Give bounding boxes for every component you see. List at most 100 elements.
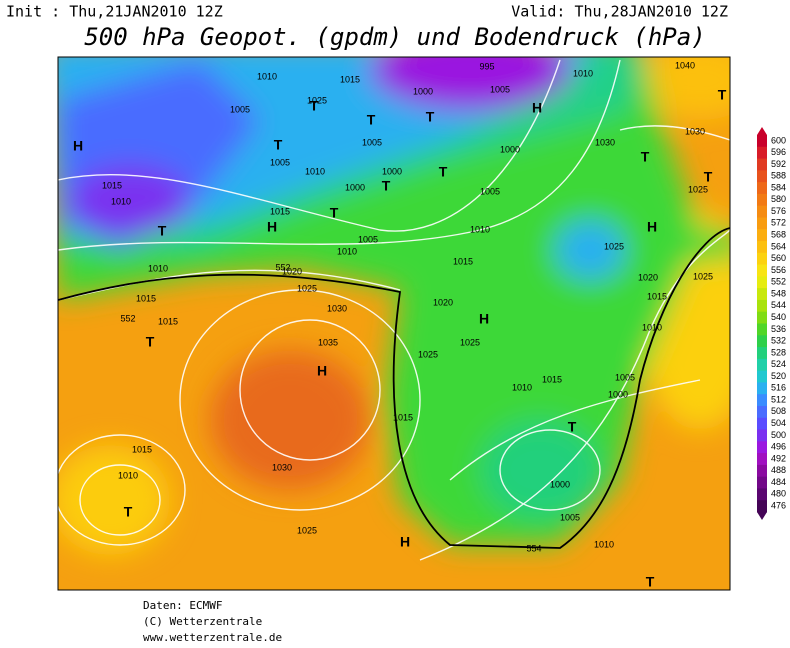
isobar-label: 1025 [297, 525, 317, 535]
isobar-label: 1025 [307, 95, 327, 105]
map-title: 500 hPa Geopot. (gpdm) und Bodendruck (h… [84, 23, 705, 51]
isobar-label: 1015 [340, 74, 360, 84]
isobar-label: 1005 [270, 157, 290, 167]
isobar-label: 1020 [638, 272, 658, 282]
footer-line: (C) Wetterzentrale [143, 615, 262, 628]
pressure-center: H [647, 219, 657, 235]
legend-swatch [757, 358, 767, 372]
isobar-label: 1000 [550, 479, 570, 489]
legend-swatch [757, 217, 767, 230]
legend-swatch [757, 405, 767, 419]
legend-swatch [757, 370, 767, 383]
legend-swatch [757, 476, 767, 489]
pressure-center: T [158, 223, 167, 239]
pressure-center: H [317, 363, 327, 379]
legend-swatch [757, 288, 767, 301]
valid-time: Valid: Thu,28JAN2010 12Z [511, 3, 728, 21]
legend-swatch [757, 229, 767, 242]
pressure-center: T [641, 149, 650, 165]
isobar-label: 1005 [490, 84, 510, 94]
pressure-center: H [267, 219, 277, 235]
legend-label: 524 [771, 359, 786, 369]
pressure-center: T [718, 87, 727, 103]
legend-swatch [757, 205, 767, 218]
isobar-label: 1025 [297, 283, 317, 293]
pressure-center: H [479, 311, 489, 327]
isobar-label: 1000 [382, 166, 402, 176]
isobar-label: 1005 [362, 137, 382, 147]
legend-swatch [757, 464, 767, 478]
pressure-center: T [146, 334, 155, 350]
isobar-label: 1010 [512, 382, 532, 392]
isobar-label: 1015 [453, 256, 473, 266]
isobar-label: 1010 [118, 470, 138, 480]
legend-label: 584 [771, 182, 786, 192]
legend-label: 592 [771, 159, 786, 169]
legend-label: 508 [771, 406, 786, 416]
footer-line: Daten: ECMWF [143, 599, 222, 612]
contour-label: 554 [526, 543, 541, 553]
isobar-label: 1015 [132, 444, 152, 454]
legend-swatch [757, 252, 767, 266]
contour-label: 552 [275, 262, 290, 272]
color-legend: 6005965925885845805765725685645605565525… [757, 127, 786, 520]
legend-swatch [757, 323, 767, 336]
isobar-label: 1025 [693, 271, 713, 281]
legend-swatch [757, 135, 767, 148]
isobar-label: 1010 [337, 246, 357, 256]
isobar-label: 1015 [270, 206, 290, 216]
isobar-label: 1010 [470, 224, 490, 234]
pressure-center: T [382, 178, 391, 194]
legend-label: 556 [771, 265, 786, 275]
isobar-label: 1010 [573, 68, 593, 78]
isobar-label: 1000 [345, 182, 365, 192]
legend-swatch [757, 182, 767, 195]
pressure-center: T [310, 98, 319, 114]
legend-label: 572 [771, 218, 786, 228]
legend-label: 496 [771, 442, 786, 452]
init-time: Init : Thu,21JAN2010 12Z [6, 3, 223, 21]
isobar-label: 1010 [148, 263, 168, 273]
isobar-label: 1025 [688, 184, 708, 194]
pressure-center: T [330, 205, 339, 221]
isobar-label: 1005 [480, 186, 500, 196]
legend-swatch [757, 311, 767, 324]
legend-swatch [757, 347, 767, 360]
isobar-label: 1025 [460, 337, 480, 347]
legend-cap [757, 512, 767, 520]
pressure-center: T [704, 169, 713, 185]
footer-line: www.wetterzentrale.de [143, 631, 282, 644]
legend-cap [757, 127, 767, 135]
legend-swatch [757, 158, 767, 171]
map-labels: 1010 1015 995 1010 1040 1005 1025 1000 1005 1005 1… [73, 60, 727, 589]
legend-label: 476 [771, 500, 786, 510]
legend-label: 580 [771, 194, 786, 204]
legend-swatch [757, 488, 767, 501]
pressure-center: T [439, 164, 448, 180]
isobar-label: 1005 [230, 104, 250, 114]
contour-label: 552 [120, 313, 135, 323]
pressure-center: T [124, 504, 133, 520]
legend-label: 528 [771, 347, 786, 357]
isobar-label: 1015 [647, 291, 667, 301]
pressure-center: T [367, 112, 376, 128]
legend-label: 536 [771, 324, 786, 334]
legend-label: 596 [771, 147, 786, 157]
isobar-label: 995 [479, 61, 494, 71]
isobar-label: 1035 [318, 337, 338, 347]
legend-label: 540 [771, 312, 786, 322]
isobar-label: 1010 [111, 196, 131, 206]
isobar-label: 1000 [608, 389, 628, 399]
legend-label: 520 [771, 371, 786, 381]
isobar-label: 1020 [282, 266, 302, 276]
legend-swatch [757, 146, 767, 160]
isobar-label: 1015 [136, 293, 156, 303]
legend-label: 480 [771, 489, 786, 499]
isobar-label: 1005 [615, 372, 635, 382]
isobar-label: 1020 [433, 297, 453, 307]
isobar-label: 1010 [594, 539, 614, 549]
pressure-center: T [568, 419, 577, 435]
isobar-label: 1040 [675, 60, 695, 70]
